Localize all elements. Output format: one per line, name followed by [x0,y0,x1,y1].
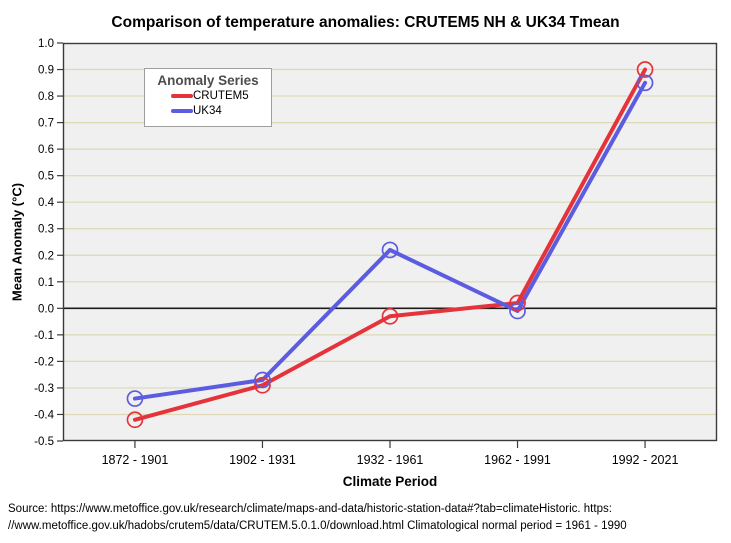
data-point-marker-CRUTEM5 [636,61,654,78]
y-tick-label: 0.5 [38,171,54,183]
x-tick-label: 1992 - 2021 [612,453,679,467]
x-axis-title: Climate Period [342,474,438,489]
plot-frame [62,42,718,442]
y-tick-label: 0.8 [38,91,54,103]
y-tick-label: -0.5 [34,436,54,448]
y-tick-label: 1.0 [38,38,54,50]
x-tick-label: 1932 - 1961 [357,453,424,467]
data-point-marker-UK34 [381,241,399,259]
y-tick-label: -0.1 [34,330,54,342]
y-tick-label: 0.6 [38,144,54,156]
data-point-marker-UK34 [636,74,654,92]
y-axis-title: Mean Anomaly (°C) [9,182,25,302]
legend-item: CRUTEM5 [145,88,271,103]
series-line-CRUTEM5 [132,67,648,422]
y-tick-label: -0.3 [34,383,54,395]
legend-item: UK34 [145,103,271,118]
legend-item-label: UK34 [193,104,222,117]
y-tick-label: 0.4 [38,197,55,209]
y-tick-label: -0.4 [34,409,54,421]
series-line-UK34 [132,80,648,401]
data-point-marker-CRUTEM5 [381,307,399,325]
data-point-marker-CRUTEM5 [126,411,144,429]
y-tick-label: 0.0 [38,303,54,315]
y-tick-label: 0.3 [38,224,54,236]
y-tick-label: 0.2 [38,250,54,262]
legend: Anomaly Series CRUTEM5 UK34 [144,68,272,127]
legend-color-swatch [171,108,193,113]
x-tick-label: 1962 - 1991 [484,453,551,467]
chart-title: Comparison of temperature anomalies: CRU… [111,14,620,31]
source-line: Source: https://www.metoffice.gov.uk/res… [8,503,612,515]
legend-item-label: CRUTEM5 [193,89,249,102]
y-tick-label: 0.9 [38,65,54,77]
data-point-marker-UK34 [254,371,271,389]
legend-title: Anomaly Series [157,73,259,88]
data-point-marker-UK34 [509,302,526,320]
y-tick-label: -0.2 [34,356,54,368]
data-point-marker-UK34 [126,390,144,407]
data-point-marker-CRUTEM5 [254,376,271,394]
x-tick-label: 1872 - 1901 [102,453,169,467]
x-tick-label: 1902 - 1931 [229,453,296,467]
source-line: //www.metoffice.gov.uk/hadobs/crutem5/da… [8,520,627,532]
legend-color-swatch [171,93,193,98]
source-note: Source: https://www.metoffice.gov.uk/res… [8,501,731,535]
y-tick-label: 0.7 [38,118,54,130]
y-tick-label: 0.1 [38,277,54,289]
data-point-marker-CRUTEM5 [509,294,526,312]
